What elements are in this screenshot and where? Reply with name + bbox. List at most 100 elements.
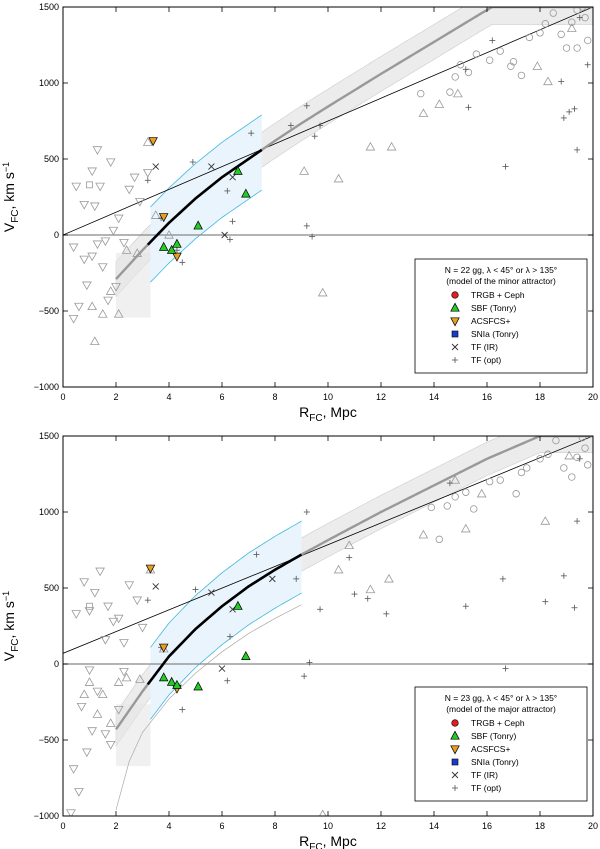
data-point-gray-circle xyxy=(536,455,544,463)
legend-marker xyxy=(450,317,460,327)
x-tick-label: 12 xyxy=(376,821,386,831)
data-point-green-tri xyxy=(172,679,182,689)
data-point-green-tri xyxy=(233,600,243,610)
data-point-gray-circle xyxy=(509,58,518,66)
data-point-gray-dtri xyxy=(84,666,95,676)
legend-title: N = 23 gg, λ < 45° or λ > 135° xyxy=(445,693,557,703)
data-point-gray-dtri xyxy=(100,237,111,247)
data-point-gray-dtri xyxy=(142,169,153,178)
data-point-plus xyxy=(224,677,231,684)
data-point-plus xyxy=(301,673,308,680)
y-tick-label: 1000 xyxy=(39,507,59,517)
legend-entry: SBF (Tonry) xyxy=(471,303,517,313)
plot-area xyxy=(63,436,593,816)
x-axis-label-main: R xyxy=(299,833,309,849)
data-point-gray-dtri xyxy=(97,263,108,272)
plot-area xyxy=(63,7,593,346)
data-point-plus xyxy=(309,233,316,240)
data-point-gray-circle xyxy=(496,476,504,484)
y-axis-label: VFC, km s−1 xyxy=(1,591,21,661)
data-point-gray-circle xyxy=(517,468,526,477)
x-tick-label: 10 xyxy=(323,821,333,831)
data-point-plus xyxy=(311,133,318,140)
data-point-plus xyxy=(574,146,581,153)
data-point-plus xyxy=(179,706,186,713)
y-axis-label-exp: −1 xyxy=(1,591,11,601)
data-point-cross xyxy=(218,665,226,672)
data-point-plus xyxy=(560,572,567,579)
hubble-flow-line xyxy=(63,7,593,236)
data-point-gray-dtri xyxy=(87,252,98,262)
data-point-gray-tri xyxy=(105,718,116,727)
data-point-plus xyxy=(173,247,180,254)
legend-marker xyxy=(452,785,458,791)
data-point-cross xyxy=(269,575,276,583)
data-point-gray-dtri xyxy=(129,173,140,183)
data-point-gray-circle xyxy=(456,61,465,69)
legend-marker xyxy=(452,357,458,363)
data-point-gray-dtri xyxy=(108,226,119,236)
data-point-gray-tri xyxy=(84,677,95,686)
data-point-gray-dtri xyxy=(87,167,98,177)
data-point-plus xyxy=(253,551,260,558)
data-point-plus xyxy=(574,518,581,525)
y-axis-label: VFC, km s−1 xyxy=(1,162,21,232)
data-point-plus xyxy=(571,604,578,611)
data-point-gray-dtri xyxy=(111,283,121,292)
y-tick-label: 0 xyxy=(54,659,59,669)
legend-marker xyxy=(451,291,459,299)
y-axis-label-sub: FC xyxy=(10,638,21,651)
data-point-gray-circle xyxy=(525,33,534,42)
data-point-plus xyxy=(317,606,324,613)
data-point-gray-dtri xyxy=(103,296,113,306)
data-point-gray-dtri xyxy=(74,302,84,312)
data-point-gray-tri xyxy=(460,523,471,533)
data-point-gray-circle xyxy=(549,9,557,17)
data-point-gray-tri xyxy=(418,529,429,539)
legend-subtitle: (model of the minor attractor) xyxy=(446,276,556,286)
x-axis-label-unit: , Mpc xyxy=(323,404,357,420)
data-point-plus xyxy=(462,603,469,610)
legend-marker xyxy=(450,302,460,312)
data-point-gray-dtri xyxy=(68,314,79,324)
data-point-gray-tri xyxy=(384,573,394,583)
data-point-plus xyxy=(542,598,549,605)
legend-entry: TRGB + Ceph xyxy=(471,290,525,300)
data-point-orange-dtri xyxy=(158,643,169,653)
cross-stroke xyxy=(218,665,226,672)
data-point-gray-circle xyxy=(443,502,451,510)
inner-region-shade xyxy=(116,704,151,767)
x-tick-label: 0 xyxy=(60,392,65,402)
data-point-gray-circle xyxy=(557,30,565,39)
data-point-gray-circle xyxy=(446,88,454,96)
data-point-gray-circle xyxy=(417,89,425,98)
x-axis-label-sub: FC xyxy=(309,413,322,424)
x-axis-label-unit: , Mpc xyxy=(323,833,357,849)
data-point-gray-dtri xyxy=(92,687,103,697)
data-point-gray-circle xyxy=(584,36,592,45)
x-tick-label: 2 xyxy=(113,821,118,831)
data-point-cross xyxy=(208,589,215,596)
data-point-plus xyxy=(351,591,358,598)
data-point-gray-dtri xyxy=(137,623,148,633)
data-point-gray-tri xyxy=(532,61,543,70)
data-point-cross xyxy=(229,173,236,181)
data-point-gray-dtri xyxy=(105,740,116,750)
data-point-gray-tri xyxy=(386,141,397,151)
legend-marker xyxy=(451,771,459,779)
x-tick-label: 6 xyxy=(219,821,224,831)
y-tick-label: −1000 xyxy=(34,811,59,821)
data-point-plus xyxy=(144,597,151,604)
data-point-plus xyxy=(303,222,310,229)
data-point-plus xyxy=(229,218,236,225)
data-point-green-tri xyxy=(241,650,251,660)
legend-entry: TF (IR) xyxy=(471,342,498,352)
data-point-gray-dtri xyxy=(119,238,129,248)
legend: N = 23 gg, λ < 45° or λ > 135°(model of … xyxy=(414,686,588,802)
data-point-gray-tri xyxy=(365,584,376,594)
data-point-plus xyxy=(226,633,233,640)
data-point-gray-circle xyxy=(435,535,443,544)
legend-box xyxy=(414,686,588,802)
data-point-gray-circle xyxy=(523,464,531,472)
data-point-plus xyxy=(489,37,496,44)
